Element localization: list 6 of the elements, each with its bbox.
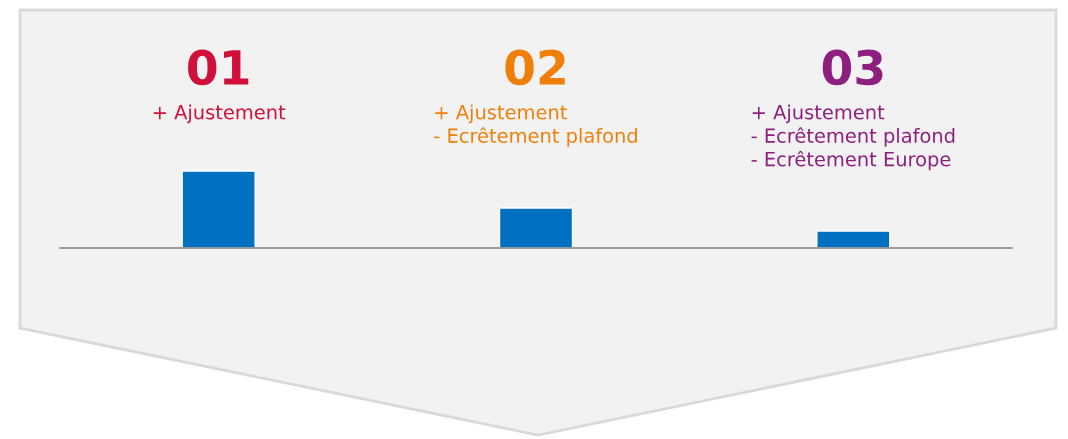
text: + Ajustement [153,104,286,124]
text: + Ajustement - Ecrêtement plafond [434,104,637,147]
x-tick-label: 02 [505,49,565,86]
x-tick-label: 01 [188,49,249,86]
x-tick-label: 03 [822,49,883,86]
text: + Ajustement - Ecrêtement plafond - Ecrêtement Europe [751,104,955,171]
